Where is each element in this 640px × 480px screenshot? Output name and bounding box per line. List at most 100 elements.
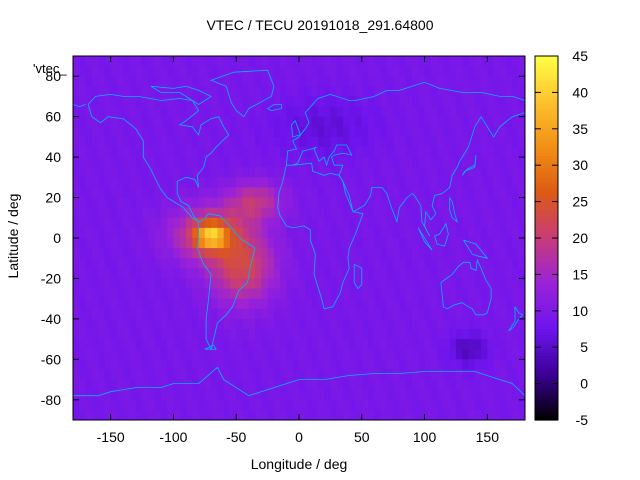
- heatmap-cell: [223, 399, 231, 411]
- heatmap-cell: [455, 278, 463, 290]
- heatmap-cell: [142, 399, 149, 411]
- heatmap-cell: [418, 409, 426, 420]
- heatmap-cell: [123, 329, 131, 340]
- heatmap-cell: [512, 349, 520, 360]
- heatmap-cell: [280, 369, 288, 381]
- heatmap-cell: [342, 56, 350, 67]
- heatmap-cell: [430, 167, 438, 178]
- heatmap-cell: [73, 258, 80, 269]
- heatmap-cell: [424, 96, 432, 108]
- heatmap-cell: [368, 167, 375, 178]
- heatmap-cell: [518, 298, 525, 310]
- heatmap-cell: [236, 177, 244, 189]
- colorbar-tick: 10: [535, 303, 588, 319]
- heatmap-cell: [393, 349, 401, 360]
- heatmap-cell: [336, 66, 344, 77]
- heatmap-cell: [386, 288, 394, 300]
- heatmap-cell: [437, 268, 444, 280]
- heatmap-cell: [424, 66, 432, 77]
- heatmap-cell: [129, 157, 137, 168]
- heatmap-cell: [91, 379, 99, 391]
- heatmap-cell: [204, 349, 212, 360]
- heatmap-cell: [142, 66, 149, 77]
- heatmap-cell: [142, 308, 149, 320]
- heatmap-cell: [79, 227, 87, 239]
- colorbar-segment: [535, 213, 558, 218]
- heatmap-cell: [280, 167, 288, 178]
- heatmap-cell: [110, 288, 118, 300]
- heatmap-cell: [518, 318, 525, 330]
- heatmap-cell: [110, 147, 118, 158]
- heatmap-cell: [468, 379, 476, 391]
- heatmap-cell: [481, 106, 488, 118]
- heatmap-cell: [129, 349, 137, 360]
- heatmap-cell: [242, 96, 250, 108]
- heatmap-cell: [374, 369, 382, 381]
- heatmap-cell: [223, 318, 231, 330]
- heatmap-cell: [386, 389, 394, 401]
- heatmap-cell: [393, 86, 401, 98]
- heatmap-cell: [280, 56, 288, 67]
- heatmap-cell: [104, 116, 112, 128]
- heatmap-cell: [198, 217, 206, 229]
- heatmap-cell: [418, 147, 426, 158]
- heatmap-cell: [154, 86, 162, 98]
- heatmap-cell: [261, 349, 269, 360]
- heatmap-cell: [116, 126, 124, 138]
- heatmap-cell: [330, 96, 338, 108]
- heatmap-cell: [211, 86, 218, 98]
- heatmap-cell: [98, 329, 105, 340]
- heatmap-cell: [330, 298, 338, 310]
- heatmap-cell: [493, 318, 501, 330]
- heatmap-cell: [330, 369, 338, 381]
- heatmap-cell: [380, 238, 388, 249]
- heatmap-cell: [305, 56, 313, 67]
- heatmap-cell: [355, 157, 363, 168]
- heatmap-cell: [361, 329, 369, 340]
- heatmap-cell: [273, 227, 281, 239]
- heatmap-cell: [242, 369, 250, 381]
- colorbar-segment: [535, 110, 558, 115]
- heatmap-cell: [273, 157, 281, 168]
- heatmap-cell: [160, 308, 168, 320]
- heatmap-cell: [506, 157, 514, 168]
- heatmap-cell: [211, 248, 218, 259]
- heatmap-cell: [405, 217, 413, 229]
- heatmap-cell: [437, 197, 444, 209]
- heatmap-cell: [305, 177, 313, 189]
- heatmap-cell: [110, 126, 118, 138]
- colorbar-tick-label: 15: [572, 266, 588, 282]
- heatmap-cell: [336, 227, 344, 239]
- heatmap-cell: [443, 298, 451, 310]
- heatmap-cell: [493, 298, 501, 310]
- heatmap-cell: [173, 86, 181, 98]
- heatmap-cell: [493, 136, 501, 148]
- colorbar-segment: [535, 65, 558, 69]
- heatmap-cell: [116, 167, 124, 178]
- heatmap-cell: [123, 76, 131, 87]
- colorbar-tick-label: 45: [572, 48, 588, 64]
- colorbar-segment: [535, 413, 558, 418]
- heatmap-cell: [98, 359, 105, 371]
- heatmap-cell: [437, 187, 444, 199]
- heatmap-cell: [474, 207, 482, 219]
- heatmap-cell: [424, 157, 432, 168]
- heatmap-cell: [98, 389, 105, 401]
- heatmap-cell: [85, 369, 93, 381]
- heatmap-cell: [204, 329, 212, 340]
- heatmap-cell: [311, 339, 319, 350]
- heatmap-cell: [160, 248, 168, 259]
- heatmap-cell: [129, 318, 137, 330]
- heatmap-cell: [85, 126, 93, 138]
- heatmap-cell: [198, 238, 206, 249]
- heatmap-cell: [361, 369, 369, 381]
- heatmap-cell: [418, 217, 426, 229]
- heatmap-cell: [248, 167, 256, 178]
- heatmap-cell: [499, 238, 507, 249]
- heatmap-cell: [186, 157, 193, 168]
- heatmap-cell: [462, 197, 470, 209]
- heatmap-cell: [455, 268, 463, 280]
- heatmap-cell: [361, 318, 369, 330]
- heatmap-cell: [292, 76, 300, 87]
- x-tick: -150: [97, 56, 125, 445]
